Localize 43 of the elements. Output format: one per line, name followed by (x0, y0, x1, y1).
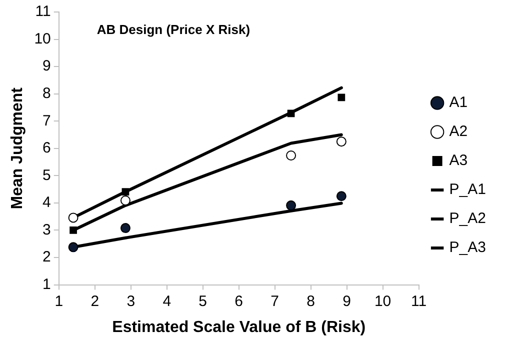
y-tick-label: 5 (42, 166, 51, 184)
text: AB Design (Price X Risk) (96, 22, 250, 38)
legend-label: P_A2 (449, 210, 486, 228)
legend-label: A1 (449, 94, 468, 112)
x-tick-label: 10 (374, 292, 392, 310)
point (70, 226, 77, 234)
point (122, 188, 130, 196)
point (336, 191, 346, 202)
point (336, 136, 346, 147)
y-tick-label: 10 (34, 30, 51, 48)
x-axis-title: Estimated Scale Value of B (Risk) (112, 318, 366, 336)
x-tick-label: 3 (126, 292, 136, 310)
y-tick-label: 9 (42, 58, 51, 75)
point (68, 212, 78, 223)
x-tick-label: 2 (90, 292, 100, 310)
point (120, 196, 130, 206)
x-tick-label: 6 (234, 292, 244, 310)
point (338, 94, 346, 102)
x-tick-label: 7 (270, 292, 280, 310)
x-tick-label: 5 (198, 292, 208, 310)
point (120, 223, 130, 234)
y-tick-label: 2 (42, 248, 51, 266)
x-tick-label: 9 (342, 292, 351, 310)
legend-label: P_A1 (449, 181, 486, 198)
legend-label: A2 (449, 123, 468, 140)
point (286, 150, 296, 160)
y-tick-label: 8 (42, 84, 51, 102)
legend-label: P_A3 (449, 239, 486, 256)
x-tick-label: 11 (411, 292, 427, 310)
point (68, 242, 78, 252)
x-tick-label: 1 (54, 292, 64, 310)
y-tick-label: 6 (42, 140, 51, 157)
y-axis-title: Mean Judgment (9, 86, 26, 210)
y-tick-label: 11 (35, 3, 51, 20)
x-tick-label: 4 (162, 292, 172, 310)
x-tick-label: 8 (306, 292, 315, 310)
y-tick-label: 7 (42, 112, 51, 130)
point (286, 200, 296, 210)
legend-label: A3 (449, 152, 468, 170)
y-tick-label: 4 (42, 194, 51, 212)
y-tick-label: 1 (42, 276, 51, 293)
y-tick-label: 3 (42, 221, 51, 238)
point (287, 110, 295, 118)
